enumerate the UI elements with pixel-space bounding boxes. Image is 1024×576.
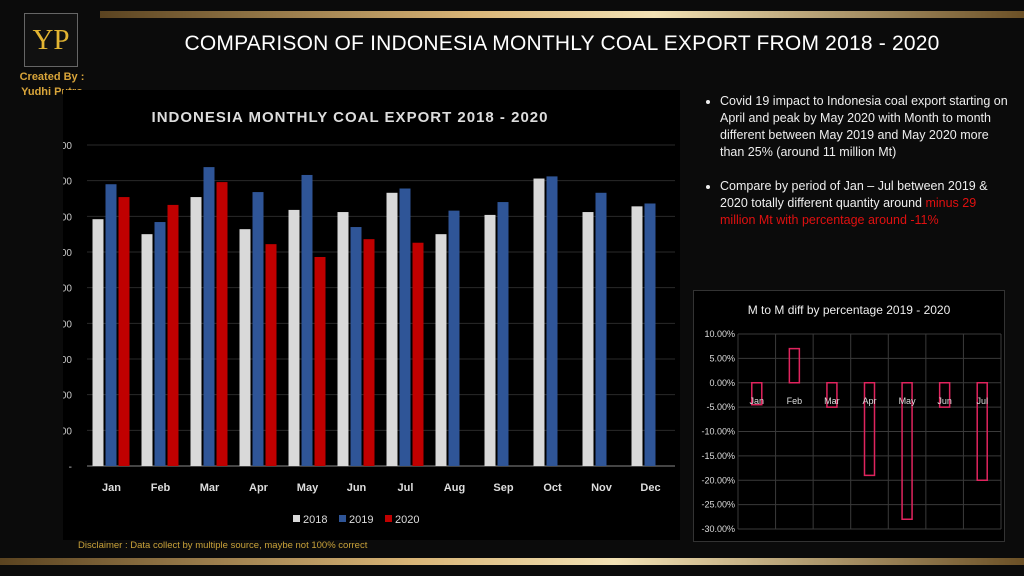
diff-chart-panel: M to M diff by percentage 2019 - 2020 10.… <box>693 290 1005 542</box>
diff-bar-Feb <box>788 347 801 384</box>
main-chart-panel: INDONESIA MONTHLY COAL EXPORT 2018 - 202… <box>22 90 680 540</box>
main-bar-chart: INDONESIA MONTHLY COAL EXPORT 2018 - 202… <box>22 109 675 526</box>
bar-2020-Feb <box>167 204 179 467</box>
y-tick-label: -15.00% <box>701 451 735 461</box>
diff-bar-Apr <box>863 382 876 477</box>
y-tick-label: 25,000,000 <box>63 284 72 295</box>
y-tick-label: 10.00% <box>704 329 735 339</box>
note-2: Compare by period of Jan – Jul between 2… <box>720 178 1010 229</box>
bar-2018-Dec <box>631 206 643 466</box>
disclaimer: Disclaimer : Data collect by multiple so… <box>78 540 368 551</box>
bar-2020-Jul <box>412 242 424 466</box>
diff-bar-May <box>901 382 913 520</box>
bar-2019-Jul <box>399 188 411 466</box>
legend-label: 2019 <box>349 514 373 526</box>
note-2-text: Compare by period of Jan – Jul between 2… <box>720 179 988 210</box>
y-tick-label: -30.00% <box>701 524 735 534</box>
x-tick-label: Apr <box>862 396 876 406</box>
bar-2019-Sep <box>497 202 509 467</box>
y-tick-label: 10,000,000 <box>63 391 72 402</box>
x-tick-label: Mar <box>824 396 840 406</box>
bar-2018-May <box>288 209 300 466</box>
bar-2018-Aug <box>435 234 447 466</box>
x-tick-label: Dec <box>640 482 660 494</box>
bar-2019-Aug <box>448 210 460 466</box>
created-by-label: Created By : <box>19 71 85 83</box>
bar-2018-Apr <box>239 229 251 466</box>
bar-2018-Mar <box>190 197 202 466</box>
y-tick-label: 5.00% <box>709 353 735 363</box>
y-tick-label: 5,000,000 <box>63 426 72 437</box>
note-1: Covid 19 impact to Indonesia coal export… <box>720 93 1010 161</box>
x-tick-label: Feb <box>151 482 171 494</box>
y-tick-label: - <box>69 462 72 473</box>
x-tick-label: Feb <box>787 396 803 406</box>
bar-2018-Nov <box>582 212 594 466</box>
diff-bar-chart: M to M diff by percentage 2019 - 2020 10.… <box>701 303 1002 534</box>
diff-bar-Jan <box>751 382 763 406</box>
x-tick-label: Jun <box>937 396 952 406</box>
bar-2019-Mar <box>203 167 215 466</box>
x-tick-label: Jun <box>347 482 367 494</box>
x-tick-label: Oct <box>543 482 562 494</box>
bar-2020-Jun <box>363 239 375 466</box>
y-tick-label: 15,000,000 <box>63 355 72 366</box>
x-tick-label: Jan <box>102 482 121 494</box>
bar-2020-Jan <box>118 197 130 466</box>
bar-2018-Feb <box>141 234 153 466</box>
x-tick-label: Jul <box>398 482 414 494</box>
bar-2019-Apr <box>252 192 264 466</box>
legend-swatch-2020 <box>385 515 392 522</box>
bar-2018-Jul <box>386 192 398 466</box>
diff-bar-Mar <box>826 382 838 408</box>
page-title: COMPARISON OF INDONESIA MONTHLY COAL EXP… <box>184 32 940 55</box>
x-tick-label: Aug <box>444 482 465 494</box>
y-tick-label: 30,000,000 <box>63 248 72 259</box>
y-tick-label: 35,000,000 <box>63 212 72 223</box>
bar-2020-Mar <box>216 182 228 466</box>
legend-swatch-2018 <box>293 515 300 522</box>
x-tick-label: May <box>297 482 319 494</box>
x-tick-label: May <box>899 396 917 406</box>
bar-2019-Nov <box>595 192 607 466</box>
x-tick-label: Nov <box>591 482 613 494</box>
bar-2019-May <box>301 174 313 466</box>
diff-bar-Jul <box>976 382 988 481</box>
bar-2019-Oct <box>546 176 558 466</box>
x-tick-label: Mar <box>200 482 220 494</box>
bar-2018-Jan <box>92 219 104 466</box>
bar-2019-Feb <box>154 222 166 466</box>
chart-title: M to M diff by percentage 2019 - 2020 <box>748 303 951 317</box>
diff-bar-Jun <box>938 382 951 408</box>
y-tick-label: 0.00% <box>709 378 735 388</box>
bar-2020-Apr <box>265 244 277 466</box>
y-tick-label: -25.00% <box>701 500 735 510</box>
x-tick-label: Jan <box>750 396 765 406</box>
x-tick-label: Apr <box>249 482 269 494</box>
chart-title: INDONESIA MONTHLY COAL EXPORT 2018 - 202… <box>152 109 549 126</box>
bar-2019-Jan <box>105 184 117 466</box>
y-tick-label: 45,000,000 <box>63 141 72 152</box>
x-tick-label: Sep <box>493 482 513 494</box>
note-2-highlight: minus 29 million Mt with percentage arou… <box>720 196 977 227</box>
bar-2019-Jun <box>350 227 362 466</box>
y-tick-label: -5.00% <box>706 402 735 412</box>
y-tick-label: -10.00% <box>701 427 735 437</box>
y-tick-label: -20.00% <box>701 475 735 485</box>
legend-label: 2020 <box>395 514 419 526</box>
y-tick-label: 20,000,000 <box>63 319 72 330</box>
bar-2018-Sep <box>484 214 496 466</box>
bar-2018-Oct <box>533 178 545 466</box>
legend-swatch-2019 <box>339 515 346 522</box>
legend-label: 2018 <box>303 514 327 526</box>
notes: Covid 19 impact to Indonesia coal export… <box>690 93 1010 246</box>
bottom-gold-bar <box>0 558 1024 565</box>
x-tick-label: Jul <box>976 396 988 406</box>
logo: YP <box>24 13 78 67</box>
bar-2018-Jun <box>337 212 349 466</box>
top-gold-bar <box>100 11 1024 18</box>
y-tick-label: 40,000,000 <box>63 177 72 188</box>
bar-2020-May <box>314 256 326 466</box>
bar-2019-Dec <box>644 203 656 466</box>
